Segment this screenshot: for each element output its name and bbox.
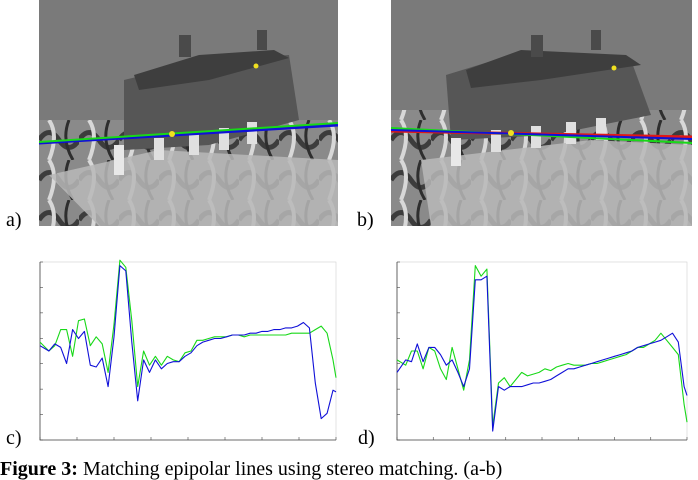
plot-axes <box>396 262 687 441</box>
feature-point-marker <box>253 63 259 69</box>
series-line-green <box>39 259 337 388</box>
plot-d-svg <box>396 261 688 441</box>
stereo-image-right-svg <box>391 0 692 226</box>
panel-label-d: d) <box>358 427 375 449</box>
panel-label-b: b) <box>357 209 374 231</box>
plot-frame <box>39 261 337 441</box>
series-line-green <box>396 265 688 427</box>
plot-frame <box>396 261 688 441</box>
caption-text: Matching epipolar lines using stereo mat… <box>77 458 503 480</box>
feature-point-marker-b <box>611 65 617 71</box>
figure-label: Figure 3: <box>0 458 78 480</box>
chimney-right-b <box>591 30 601 50</box>
match-point-marker-b <box>508 130 514 136</box>
plot-c <box>38 258 340 444</box>
plot-d <box>393 258 691 444</box>
plot-axes <box>39 262 336 441</box>
series-line-blue <box>396 275 688 432</box>
stereo-image-left-svg <box>39 0 338 226</box>
chimney-right <box>257 30 267 50</box>
match-point-marker <box>169 131 175 137</box>
epipolar-line-blue <box>39 123 338 145</box>
panel-label-a: a) <box>6 209 22 231</box>
chimney-left <box>179 35 191 57</box>
plot-c-svg <box>39 259 337 441</box>
series-line-blue <box>39 265 337 420</box>
figure-caption: Figure 3: Matching epipolar lines using … <box>0 458 698 480</box>
panel-label-c: c) <box>6 427 22 449</box>
stereo-image-left <box>39 0 338 226</box>
epipolar-line-green <box>39 122 338 143</box>
epipolar-line-blue-b <box>391 129 692 140</box>
stereo-image-right <box>391 0 692 226</box>
chimney-left-b <box>531 35 543 57</box>
